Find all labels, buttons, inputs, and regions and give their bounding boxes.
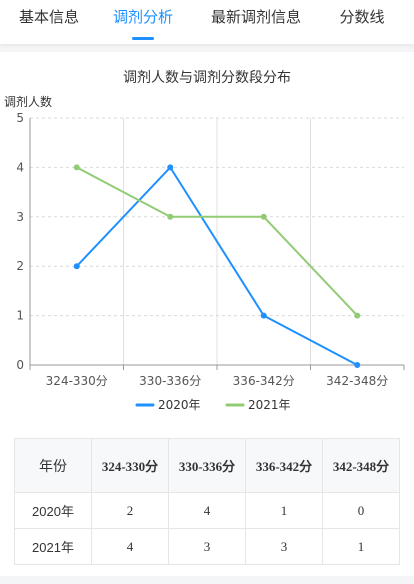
table-header-cell: 324-330分 [91,438,169,493]
table-cell: 2 [91,492,169,529]
data-point [73,164,80,171]
table-header-cell: 336-342分 [245,438,323,493]
data-point [260,312,267,319]
table-header-cell: 330-336分 [168,438,246,493]
data-point [73,263,80,270]
x-tick-label: 336-342分 [233,374,295,388]
table-cell: 4 [91,528,169,565]
grid-layer [30,117,404,365]
table-header-row: 年份 324-330分 330-336分 336-342分 342-348分 [14,438,400,493]
x-tick-label: 330-336分 [139,374,201,388]
tab-latest-adjustment-info[interactable]: 最新调剂信息 [210,8,301,26]
table-header-cell: 342-348分 [322,438,400,493]
table-cell: 3 [245,528,323,565]
x-tick-label: 324-330分 [46,374,108,388]
data-point [354,362,361,368]
axis-layer: 0 1 2 3 4 5 324-330分 330-336分 336-342分 342-348分 [16,111,405,388]
y-tick-label: 2 [16,259,24,273]
x-tick-label: 342-348分 [326,374,388,388]
table-cell: 0 [322,492,400,529]
table-row: 2020年 2 4 1 0 [14,492,400,529]
chart-title: 调剂人数与调剂分数段分布 [123,70,291,86]
legend-label[interactable]: 2021年 [248,398,291,412]
y-tick-label: 5 [16,111,24,125]
tab-score-line[interactable]: 分数线 [339,8,385,26]
table-row: 2021年 4 3 3 1 [14,528,400,565]
adjustment-table: 年份 324-330分 330-336分 336-342分 342-348分 2… [14,438,400,565]
data-point [167,164,174,171]
chart-legend[interactable]: 2020年 2021年 [135,398,291,412]
table-cell: 1 [322,528,400,565]
legend-label[interactable]: 2020年 [158,398,201,412]
tab-basic-info[interactable]: 基本信息 [18,8,79,26]
table-cell: 1 [245,492,323,529]
y-axis-label: 调剂人数 [4,94,52,109]
series-line-2021年 [76,166,358,317]
data-point [354,312,361,319]
line-chart: 调剂人数与调剂分数段分布 调剂人数 0 1 2 3 4 5 324-330分 330-336分… [4,70,405,412]
data-point [260,213,267,220]
y-tick-label: 1 [16,309,24,323]
tab-adjustment-analysis[interactable]: 调剂分析 [100,0,186,44]
y-tick-label: 3 [16,210,24,224]
table-cell: 2021年 [14,528,92,565]
y-tick-label: 4 [16,160,24,174]
y-tick-label: 0 [16,358,24,372]
tab-bar: 基本信息 调剂分析 最新调剂信息 分数线 [0,0,414,44]
data-point [167,213,174,220]
table-cell: 2020年 [14,492,92,529]
table-cell: 3 [168,528,246,565]
table-cell: 4 [168,492,246,529]
series-layer [73,164,361,368]
table-header-cell: 年份 [14,438,92,493]
series-line-2020年 [76,166,358,366]
